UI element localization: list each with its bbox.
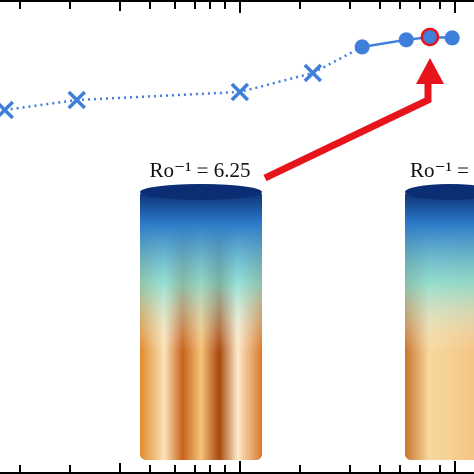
marker-circle [444, 30, 460, 46]
annotation: Ro⁻¹ = [410, 158, 469, 182]
marker-circle [420, 27, 440, 47]
annotation: Ro⁻¹ = 6.25 [150, 158, 251, 182]
marker-circle [398, 32, 414, 48]
cylinder-right [405, 184, 474, 460]
marker-x [67, 90, 87, 110]
series-line [361, 35, 453, 49]
marker-circle [354, 39, 370, 55]
arrow [263, 58, 444, 182]
marker-x [0, 100, 14, 120]
connector [312, 45, 363, 75]
cylinder-left [140, 184, 262, 460]
marker-x [230, 82, 250, 102]
series-line [4, 71, 314, 112]
